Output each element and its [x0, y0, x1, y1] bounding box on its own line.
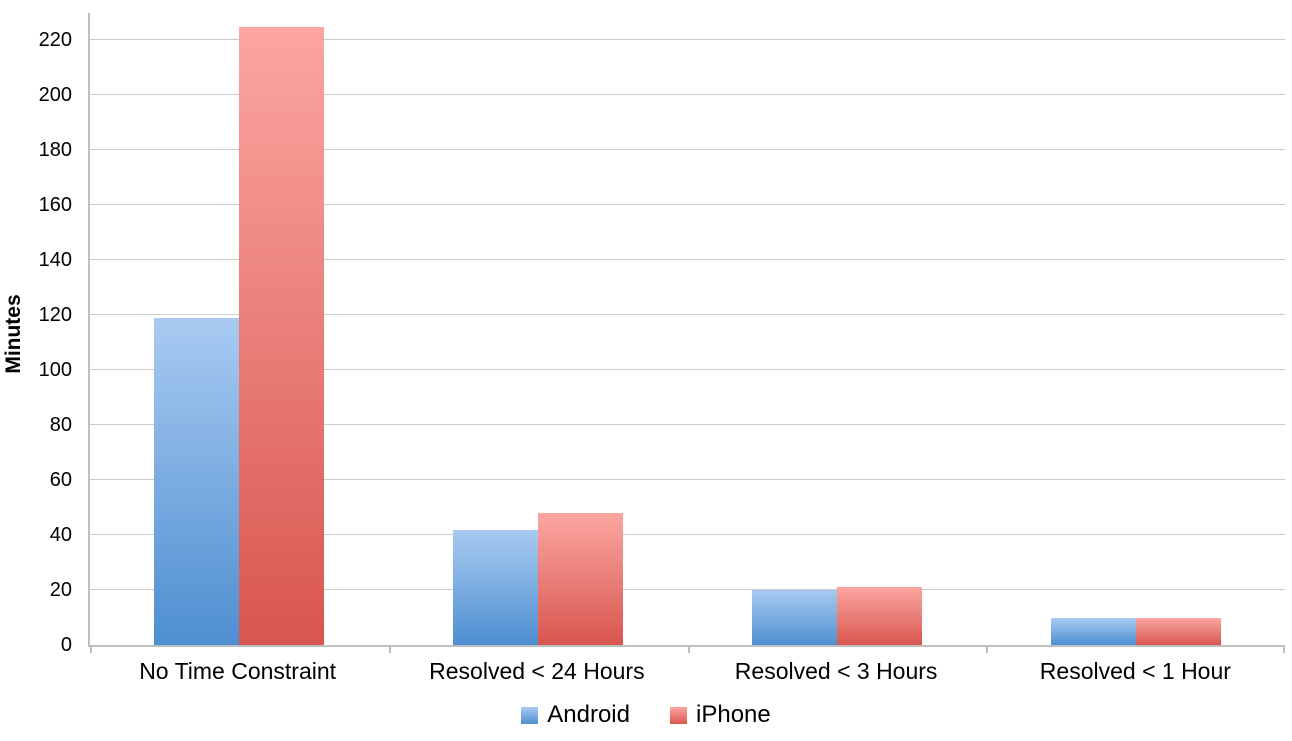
legend-swatch-iphone: [670, 706, 687, 724]
x-axis-tick-3: [986, 645, 989, 653]
legend: Android iPhone: [0, 701, 1292, 729]
gridline-180: [90, 149, 1285, 151]
x-axis-category-labels: No Time Constraint Resolved < 24 Hours Res…: [88, 658, 1285, 685]
bar-android-resolved-3-hours: [751, 590, 837, 645]
gridline-40: [90, 534, 1285, 536]
gridline-100: [90, 369, 1285, 371]
x-axis-tick-0: [90, 645, 92, 653]
bar-android-resolved-24-hours: [453, 529, 539, 645]
bar-android-no-time-constraint: [154, 318, 240, 645]
gridline-220: [90, 39, 1285, 41]
bar-iphone-no-time-constraint: [239, 26, 325, 645]
y-tick-label-120: 120: [38, 304, 72, 327]
y-tick-label-160: 160: [38, 194, 72, 217]
bar-iphone-resolved-24-hours: [538, 513, 624, 645]
y-tick-label-140: 140: [38, 249, 72, 272]
x-axis-tick-1: [388, 645, 391, 653]
y-tick-label-220: 220: [38, 29, 72, 52]
gridline-200: [90, 94, 1285, 96]
legend-swatch-android: [521, 706, 539, 724]
x-axis-tick-2: [687, 645, 690, 653]
legend-label-android: Android: [547, 701, 630, 728]
y-tick-label-200: 200: [38, 84, 72, 107]
legend-label-iphone: iPhone: [696, 701, 771, 728]
gridline-160: [90, 204, 1285, 206]
legend-item-android: Android: [521, 701, 630, 729]
gridline-20: [90, 589, 1285, 591]
gridline-140: [90, 259, 1285, 261]
bar-iphone-resolved-3-hours: [836, 587, 922, 645]
plot-area: [88, 13, 1285, 653]
y-tick-label-0: 0: [60, 634, 72, 656]
y-tick-label-100: 100: [38, 359, 72, 382]
category-label-resolved-1-hour: Resolved < 1 Hour: [1039, 658, 1231, 684]
y-tick-label-60: 60: [49, 469, 72, 492]
y-tick-label-180: 180: [38, 139, 72, 162]
bar-iphone-resolved-1-hour: [1135, 617, 1221, 645]
legend-item-iphone: iPhone: [670, 701, 771, 729]
x-axis-tick-4: [1283, 645, 1285, 653]
y-tick-label-80: 80: [49, 414, 72, 437]
category-label-resolved-3-hours: Resolved < 3 Hours: [734, 658, 938, 684]
gridline-120: [90, 314, 1285, 316]
gridline-80: [90, 424, 1285, 426]
category-label-no-time-constraint: No Time Constraint: [139, 658, 337, 684]
bar-android-resolved-1-hour: [1050, 617, 1136, 645]
y-tick-label-40: 40: [49, 524, 72, 547]
y-tick-label-20: 20: [49, 579, 72, 602]
gridline-60: [90, 479, 1285, 481]
category-label-resolved-24-hours: Resolved < 24 Hours: [429, 658, 645, 684]
